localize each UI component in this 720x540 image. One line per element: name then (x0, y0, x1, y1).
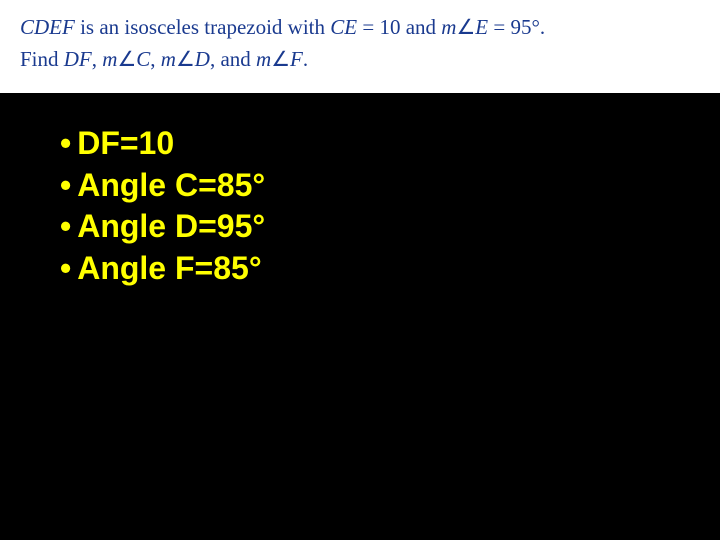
solution-value: Angle F=85° (77, 250, 261, 286)
angle-label: E (475, 15, 488, 39)
measure-prefix: m (256, 47, 271, 71)
angle-label: D (195, 47, 210, 71)
problem-phrase: , (150, 47, 161, 71)
shape-label: CDEF (20, 15, 75, 39)
bullet-icon: • (60, 165, 71, 207)
bullet-icon: • (60, 123, 71, 165)
problem-phrase: = 95°. (488, 15, 545, 39)
solution-value: DF=10 (77, 125, 174, 161)
bullet-icon: • (60, 248, 71, 290)
solution-list: •DF=10 •Angle C=85° •Angle D=95° •Angle … (60, 123, 660, 289)
measure-prefix: m (441, 15, 456, 39)
solution-item: •Angle C=85° (60, 165, 660, 207)
side-label: DF (64, 47, 92, 71)
angle-icon: ∠ (117, 47, 136, 71)
problem-text: CDEF is an isosceles trapezoid with CE =… (20, 12, 700, 75)
solution-item: •DF=10 (60, 123, 660, 165)
bullet-icon: • (60, 206, 71, 248)
solution-value: Angle C=85° (77, 167, 265, 203)
problem-section: CDEF is an isosceles trapezoid with CE =… (0, 0, 720, 93)
problem-phrase: is an isosceles trapezoid with (75, 15, 330, 39)
angle-icon: ∠ (176, 47, 195, 71)
solution-value: Angle D=95° (77, 208, 265, 244)
measure-prefix: m (161, 47, 176, 71)
problem-phrase: , and (210, 47, 256, 71)
angle-icon: ∠ (456, 15, 475, 39)
measure-prefix: m (102, 47, 117, 71)
side-label: CE (330, 15, 357, 39)
problem-phrase: = 10 and (357, 15, 441, 39)
angle-label: F (290, 47, 303, 71)
angle-label: C (136, 47, 150, 71)
problem-phrase: , (92, 47, 103, 71)
problem-phrase: . (303, 47, 308, 71)
solution-item: •Angle F=85° (60, 248, 660, 290)
solution-item: •Angle D=95° (60, 206, 660, 248)
problem-phrase: Find (20, 47, 64, 71)
solution-section: •DF=10 •Angle C=85° •Angle D=95° •Angle … (0, 93, 720, 319)
angle-icon: ∠ (271, 47, 290, 71)
